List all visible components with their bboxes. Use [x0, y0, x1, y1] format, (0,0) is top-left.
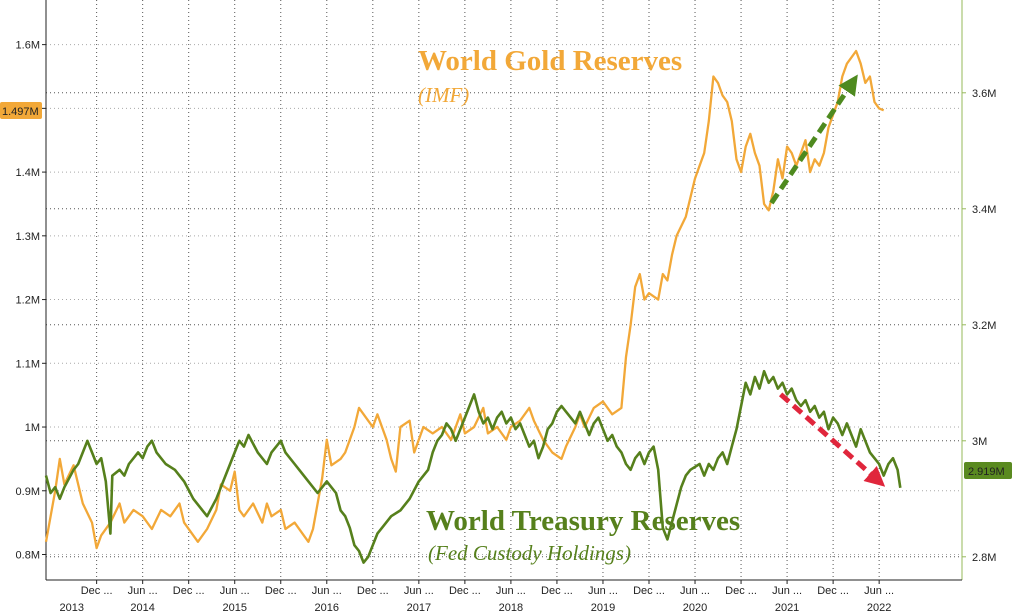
- year-label-2019: 2019: [591, 602, 615, 614]
- x-tick-label-12: Dec ...: [633, 585, 665, 597]
- x-tick-label-3: Jun ...: [220, 585, 250, 597]
- y-tick-label-left-3: 1.1M: [16, 358, 40, 370]
- y-tick-label-left-1: 0.9M: [16, 486, 40, 498]
- treasury-trend-arrow: [778, 392, 886, 487]
- last-value-layer: 1.497M 2.919M: [0, 102, 1012, 479]
- annotation-layer: [769, 74, 886, 487]
- treasury-subtitle: (Fed Custody Holdings): [428, 541, 631, 565]
- y-tick-label-left-0: 0.8M: [16, 550, 40, 562]
- year-label-2020: 2020: [683, 602, 707, 614]
- treasury-last-value-badge: [964, 462, 1012, 479]
- x-tick-label-9: Jun ...: [496, 585, 526, 597]
- tick-layer: Dec ... Jun ... Dec ... Jun ... Dec ... Jun .…: [16, 40, 997, 614]
- x-tick-label-5: Jun ...: [312, 585, 342, 597]
- y-tick-label-right-3: 3.4M: [972, 204, 996, 216]
- gold-last-value-label: 1.497M: [2, 106, 39, 118]
- gold-reserves-line: [44, 49, 885, 550]
- treasury-reserves-line: [44, 369, 902, 564]
- year-label-2018: 2018: [499, 602, 523, 614]
- year-label-2022: 2022: [867, 602, 891, 614]
- y-tick-label-right-4: 3.6M: [972, 88, 996, 100]
- y-tick-label-right-2: 3.2M: [972, 320, 996, 332]
- x-tick-label-6: Dec ...: [357, 585, 389, 597]
- y-tick-label-left-2: 1M: [25, 422, 40, 434]
- x-tick-label-7: Jun ...: [404, 585, 434, 597]
- series-layer: [44, 49, 902, 564]
- year-label-2015: 2015: [222, 602, 246, 614]
- x-tick-label-15: Jun ...: [772, 585, 802, 597]
- x-tick-label-16: Dec ...: [817, 585, 849, 597]
- x-tick-label-13: Jun ...: [680, 585, 710, 597]
- y-tick-label-left-8: 1.6M: [16, 40, 40, 52]
- x-tick-label-11: Jun ...: [588, 585, 618, 597]
- y-tick-label-right-1: 3M: [972, 436, 987, 448]
- gold-title: World Gold Reserves: [418, 45, 682, 77]
- x-tick-label-4: Dec ...: [265, 585, 297, 597]
- y-tick-label-right-0: 2.8M: [972, 552, 996, 564]
- treasury-title: World Treasury Reserves: [426, 505, 740, 537]
- x-tick-label-0: Dec ...: [81, 585, 113, 597]
- axis-layer: [45, 0, 963, 581]
- x-tick-label-2: Dec ...: [173, 585, 205, 597]
- x-tick-label-8: Dec ...: [449, 585, 481, 597]
- y-tick-label-left-4: 1.2M: [16, 295, 40, 307]
- title-layer: World Gold Reserves (IMF) World Treasury…: [418, 45, 740, 565]
- gold-last-value-badge: [0, 102, 42, 119]
- y-tick-label-left-6: 1.4M: [16, 167, 40, 179]
- treasury-last-value-label: 2.919M: [968, 466, 1005, 478]
- year-label-2016: 2016: [315, 602, 339, 614]
- gold-trend-arrow: [769, 74, 858, 205]
- year-label-2014: 2014: [130, 602, 154, 614]
- y-tick-label-left-5: 1.3M: [16, 231, 40, 243]
- x-tick-label-14: Dec ...: [725, 585, 757, 597]
- gold-subtitle: (IMF): [418, 83, 469, 107]
- x-tick-label-10: Dec ...: [541, 585, 573, 597]
- year-label-2021: 2021: [775, 602, 799, 614]
- year-label-2013: 2013: [60, 602, 84, 614]
- x-tick-label-1: Jun ...: [128, 585, 158, 597]
- grid-layer: [46, 0, 962, 580]
- x-tick-label-17: Jun ...: [864, 585, 894, 597]
- year-label-2017: 2017: [407, 602, 431, 614]
